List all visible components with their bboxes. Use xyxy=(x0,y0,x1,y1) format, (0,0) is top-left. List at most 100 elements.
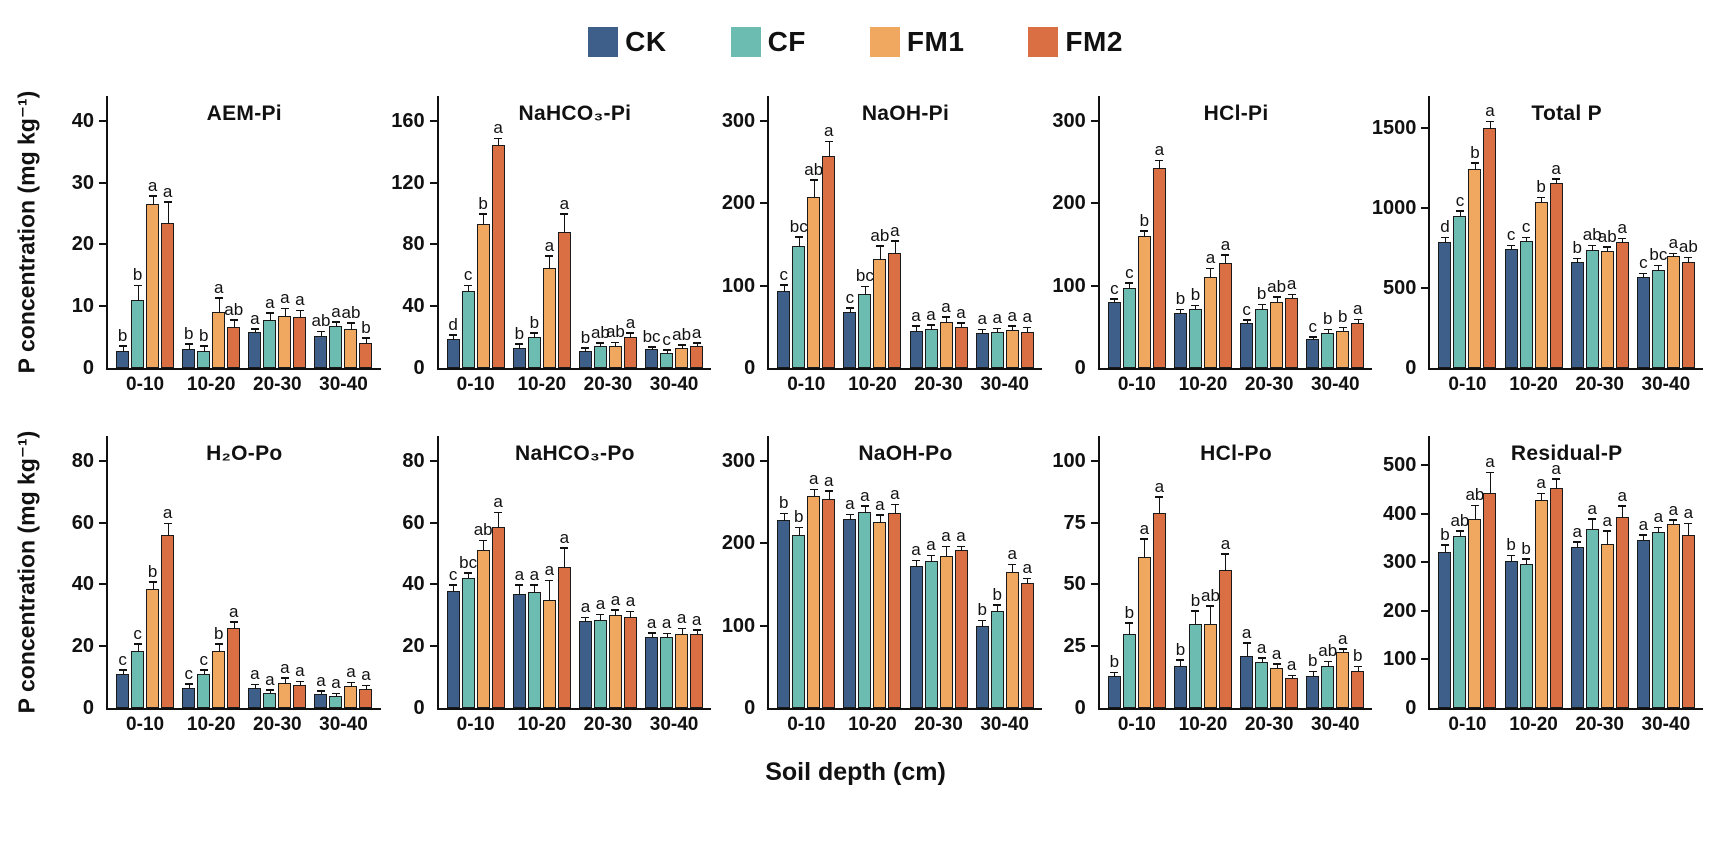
bar-fm1-10-20 xyxy=(212,650,226,708)
error-bar-cap xyxy=(199,669,208,671)
bar-cf-20-30 xyxy=(1585,529,1599,708)
bar-fm2-10-20 xyxy=(888,252,902,368)
error-bar xyxy=(849,515,851,521)
error-bar xyxy=(666,351,668,354)
bar-fm2-20-30 xyxy=(293,684,307,708)
significance-letter: b xyxy=(183,323,194,343)
error-bar xyxy=(188,684,190,689)
error-bar xyxy=(931,325,933,331)
significance-letter: c xyxy=(1125,262,1134,282)
y-tick-mark xyxy=(1421,207,1429,209)
error-bar-cap xyxy=(1603,246,1612,248)
y-tick-mark xyxy=(99,305,106,308)
x-tick-label: 30-40 xyxy=(319,374,368,395)
legend-swatch-fm2 xyxy=(1028,27,1059,57)
error-bar-cap xyxy=(942,316,951,318)
y-tick-label: 0 xyxy=(413,357,425,379)
error-bar xyxy=(1312,337,1314,341)
bar-cf-10-20 xyxy=(1519,240,1533,368)
barwrap-fm2-10-20: a xyxy=(557,436,571,708)
bar-ck-0-10 xyxy=(1107,675,1121,708)
error-bar-cap xyxy=(1618,505,1627,507)
bar-fm2-30-40 xyxy=(359,689,373,708)
barwrap-fm1-10-20: ab xyxy=(1201,436,1220,708)
barwrap-fm2-10-20: a xyxy=(1218,96,1232,368)
error-bar-cap xyxy=(1470,504,1479,507)
significance-letter: a xyxy=(316,670,326,690)
error-bar-cap xyxy=(875,514,884,516)
barwrap-cf-0-10: c xyxy=(131,436,145,708)
barwrap-ck-10-20: b xyxy=(1173,96,1187,368)
significance-letter: a xyxy=(992,308,1002,328)
y-tick-mark xyxy=(1090,202,1098,205)
x-tick-label: 30-40 xyxy=(980,374,1029,395)
bar-ck-30-40 xyxy=(975,333,989,368)
error-bar xyxy=(1291,676,1293,680)
barwrap-fm1-10-20: ab xyxy=(870,96,889,368)
barwrap-fm1-20-30: a xyxy=(608,436,622,708)
barwrap-fm1-20-30: ab xyxy=(606,96,625,368)
error-bar-cap xyxy=(1537,196,1546,199)
bar-ck-0-10 xyxy=(1107,302,1121,368)
significance-letter: b xyxy=(198,325,209,345)
error-bar-cap xyxy=(295,680,304,683)
y-tick-label: 0 xyxy=(82,697,94,719)
error-bar-cap xyxy=(1140,538,1149,540)
significance-letter: a xyxy=(1220,533,1231,553)
barwrap-ck-30-40: c xyxy=(1306,96,1320,368)
barwrap-fm2-0-10: a xyxy=(822,436,836,708)
y-tick-label: 400 xyxy=(1383,502,1417,525)
barwrap-cf-0-10: b xyxy=(792,436,806,708)
error-bar xyxy=(1195,306,1197,310)
error-bar-cap xyxy=(626,332,635,334)
bar-fm1-30-40 xyxy=(1336,652,1350,708)
significance-letter: bc xyxy=(459,552,478,572)
error-bar xyxy=(864,506,866,513)
bar-ck-0-10 xyxy=(116,674,130,708)
barwrap-cf-0-10: bc xyxy=(790,96,808,368)
error-bar xyxy=(1592,519,1594,531)
bar-fm1-30-40 xyxy=(1336,330,1350,368)
error-bar xyxy=(365,338,367,345)
bar-cf-10-20 xyxy=(527,592,541,708)
error-bar xyxy=(585,348,587,352)
y-tick-mark xyxy=(429,583,437,586)
significance-letter: a xyxy=(280,657,290,677)
significance-letter: b xyxy=(1190,590,1201,610)
bar-ck-10-20 xyxy=(512,593,526,708)
bar-fm1-0-10 xyxy=(807,197,821,368)
error-bar-cap xyxy=(1455,210,1464,212)
significance-letter: a xyxy=(162,503,173,523)
legend-swatch-ck xyxy=(588,27,619,57)
x-tick-label: 30-40 xyxy=(980,714,1029,735)
significance-letter: a xyxy=(1154,476,1165,496)
error-bar xyxy=(864,287,866,295)
bar-fm1-0-10 xyxy=(1468,518,1482,708)
y-tick-label: 120 xyxy=(391,171,425,194)
barwrap-fm1-0-10: b xyxy=(1468,96,1482,368)
barwrap-fm1-10-20: b xyxy=(1534,96,1548,368)
error-bar xyxy=(1577,259,1579,263)
legend-label: FM2 xyxy=(1065,26,1123,57)
barwrap-ck-0-10: d xyxy=(1438,96,1452,368)
significance-letter: b xyxy=(529,313,540,332)
x-tick-label: 0-10 xyxy=(126,714,165,735)
bar-group-10-20: c bc ab a xyxy=(840,96,904,368)
bar-fm2-0-10 xyxy=(1483,492,1497,708)
significance-letter: bc xyxy=(1649,245,1668,265)
error-bar-cap xyxy=(647,346,656,348)
barwrap-ck-30-40: a xyxy=(314,436,328,708)
y-tick-mark xyxy=(1090,645,1098,648)
barwrap-fm1-30-40: a xyxy=(1336,436,1350,708)
y-tick-label: 40 xyxy=(71,573,94,596)
y-tick-label: 80 xyxy=(402,449,425,472)
significance-letter: b xyxy=(1353,646,1363,666)
barwrap-cf-0-10: c xyxy=(461,96,475,368)
significance-letter: a xyxy=(941,296,951,316)
barwrap-fm1-20-30: a xyxy=(1600,436,1614,708)
error-bar-cap xyxy=(1338,326,1347,329)
bar-ck-30-40 xyxy=(314,335,328,368)
y-tick-label: 200 xyxy=(1383,599,1417,622)
error-bar xyxy=(1129,283,1131,290)
